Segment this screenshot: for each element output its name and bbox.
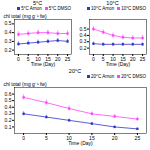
svg-text:0.3: 0.3: [5, 110, 12, 116]
svg-text:0: 0: [92, 56, 95, 62]
svg-text:5: 5: [102, 56, 105, 62]
svg-text:0.4: 0.4: [5, 29, 12, 35]
svg-text:0: 0: [22, 135, 25, 141]
svg-text:0.5: 0.5: [5, 20, 12, 26]
svg-text:0.1: 0.1: [5, 124, 12, 130]
svg-text:10: 10: [66, 135, 72, 142]
svg-text:0.2: 0.2: [80, 45, 87, 51]
html-text:10°C: 10°C: [106, 0, 119, 6]
html-text:20°C Arnon: 20°C Arnon: [91, 74, 115, 79]
svg-text:5: 5: [45, 135, 48, 141]
html-text:20°C: 20°C: [68, 68, 82, 74]
svg-text:10: 10: [35, 56, 41, 62]
svg-text:10: 10: [110, 56, 116, 62]
svg-text:25: 25: [140, 56, 146, 62]
svg-text:0.6: 0.6: [5, 91, 12, 97]
svg-text:Time (Day): Time (Day): [106, 61, 131, 67]
svg-text:0.5: 0.5: [80, 26, 87, 32]
svg-text:25: 25: [135, 135, 141, 141]
svg-text:15: 15: [45, 56, 51, 62]
svg-text:0.3: 0.3: [80, 38, 87, 44]
svg-text:20: 20: [112, 135, 118, 141]
svg-text:0.4: 0.4: [80, 32, 87, 38]
svg-text:chl total (mg g⁻¹ fw): chl total (mg g⁻¹ fw): [4, 13, 47, 19]
html-text:10°C DMSO: 10°C DMSO: [121, 6, 146, 11]
svg-text:5: 5: [27, 56, 30, 62]
html-text:10°C Arnon: 10°C Arnon: [91, 6, 115, 11]
html-text:20°C DMSO: 20°C DMSO: [121, 74, 146, 79]
svg-text:0.5: 0.5: [5, 97, 12, 103]
html-text:5°C DMSO: 5°C DMSO: [48, 6, 71, 11]
svg-text:0.2: 0.2: [5, 117, 12, 123]
svg-text:25: 25: [65, 56, 71, 62]
svg-text:0.2: 0.2: [5, 47, 12, 53]
svg-text:20: 20: [55, 56, 61, 62]
svg-text:0: 0: [17, 56, 20, 62]
svg-text:0.4: 0.4: [5, 104, 12, 110]
svg-text:Time (Day): Time (Day): [31, 61, 56, 67]
svg-text:20: 20: [130, 56, 136, 62]
svg-text:15: 15: [89, 135, 95, 142]
svg-text:0.3: 0.3: [5, 38, 12, 44]
svg-text:Time (Day): Time (Day): [68, 140, 93, 146]
svg-text:15: 15: [120, 56, 126, 62]
html-text:5°C Arnon: 5°C Arnon: [21, 6, 42, 11]
svg-text:chl total (mg g⁻¹ fw): chl total (mg g⁻¹ fw): [4, 81, 47, 87]
html-text:5°C: 5°C: [32, 0, 43, 6]
